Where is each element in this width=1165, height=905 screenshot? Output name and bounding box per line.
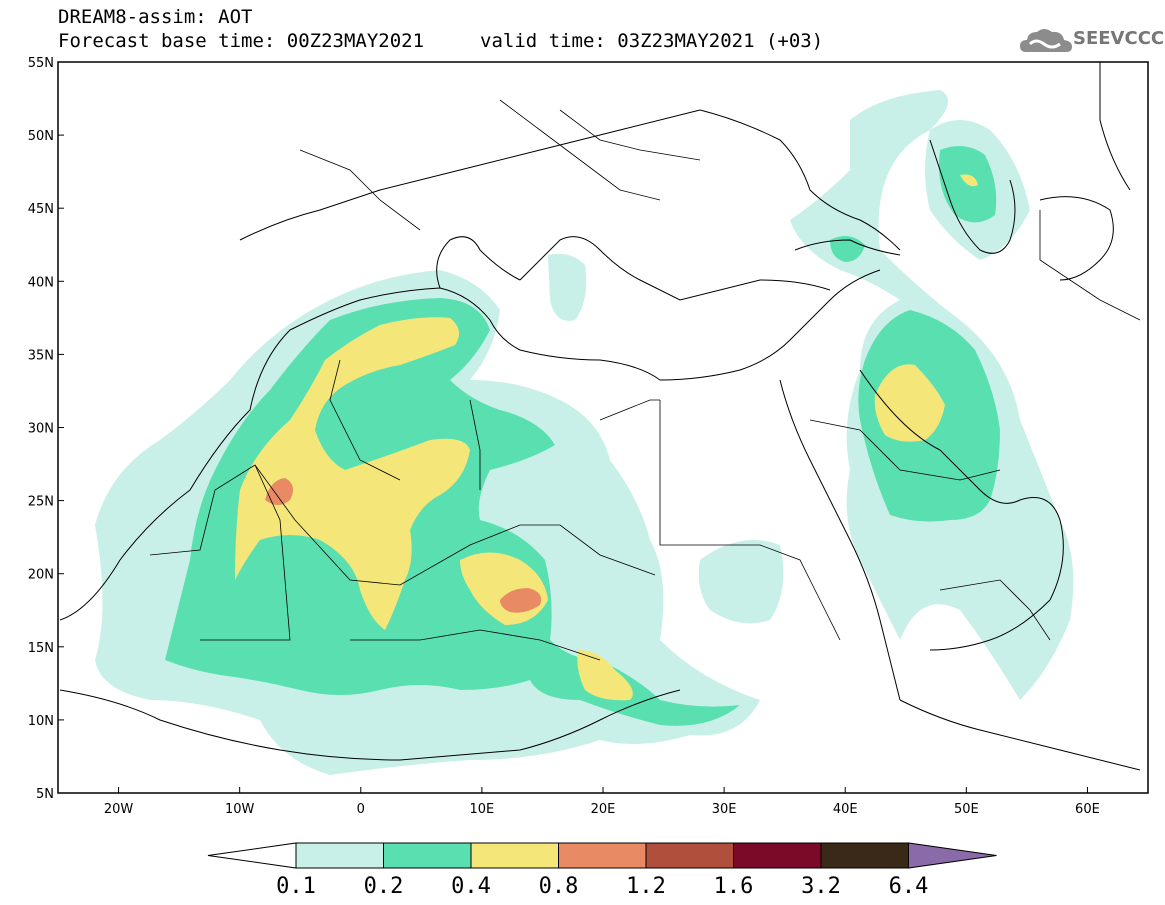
colorbar: 0.1 0.2 0.4 0.8 1.2 1.6 3.2 6.4 [207,842,997,899]
latitude-ticks: 55N 50N 45N 40N 35N 30N 25N 20N 15N 10N 5N [28,56,64,802]
lat-tick-label: 45N [28,202,54,217]
colorbar-high-arrow [908,842,997,869]
lat-tick-label: 55N [28,56,54,71]
colorbar-label: 1.2 [626,874,666,899]
colorbar-label: 1.6 [714,874,754,899]
colorbar-label: 0.4 [451,874,491,899]
colorbar-label: 0.8 [539,874,579,899]
colorbar-label: 3.2 [801,874,841,899]
lon-tick-label: 0 [357,802,365,817]
lon-tick-label: 50E [954,802,979,817]
colorbar-segment [645,842,734,869]
cloud-logo-icon [1020,29,1072,52]
longitude-ticks: 20W 10W 0 10E 20E 30E 40E 50E 60E [104,787,1100,817]
valid-time: valid time: 03Z23MAY2021 (+03) [480,30,824,52]
colorbar-label: 0.1 [276,874,316,899]
forecast-base-time: Forecast base time: 00Z23MAY2021 [58,30,425,52]
lat-tick-label: 5N [36,787,54,802]
colorbar-low-arrow [207,842,297,869]
lon-tick-label: 20E [591,802,616,817]
colorbar-segment [733,842,822,869]
map-title: DREAM8-assim: AOT [58,6,253,28]
lat-tick-label: 40N [28,275,54,290]
lat-tick-label: 20N [28,568,54,583]
colorbar-label: 6.4 [889,874,929,899]
colorbar-label: 0.2 [364,874,404,899]
lat-tick-label: 10N [28,714,54,729]
lon-tick-label: 20W [104,802,134,817]
lon-tick-label: 10W [225,802,255,817]
colorbar-segment [470,842,559,869]
lat-tick-label: 35N [28,348,54,363]
colorbar-segment [295,842,384,869]
colorbar-segment [383,842,472,869]
logo-text: SEEVCCC [1073,28,1165,49]
colorbar-segment [558,842,647,869]
colorbar-segment [820,842,909,869]
lon-tick-label: 60E [1075,802,1100,817]
lat-tick-label: 30N [28,422,54,437]
lat-tick-label: 50N [28,129,54,144]
lat-tick-label: 15N [28,641,54,656]
aot-contours [59,62,1141,775]
lon-tick-label: 10E [470,802,495,817]
lat-tick-label: 25N [28,495,54,510]
lon-tick-label: 30E [712,802,737,817]
lon-tick-label: 40E [833,802,858,817]
